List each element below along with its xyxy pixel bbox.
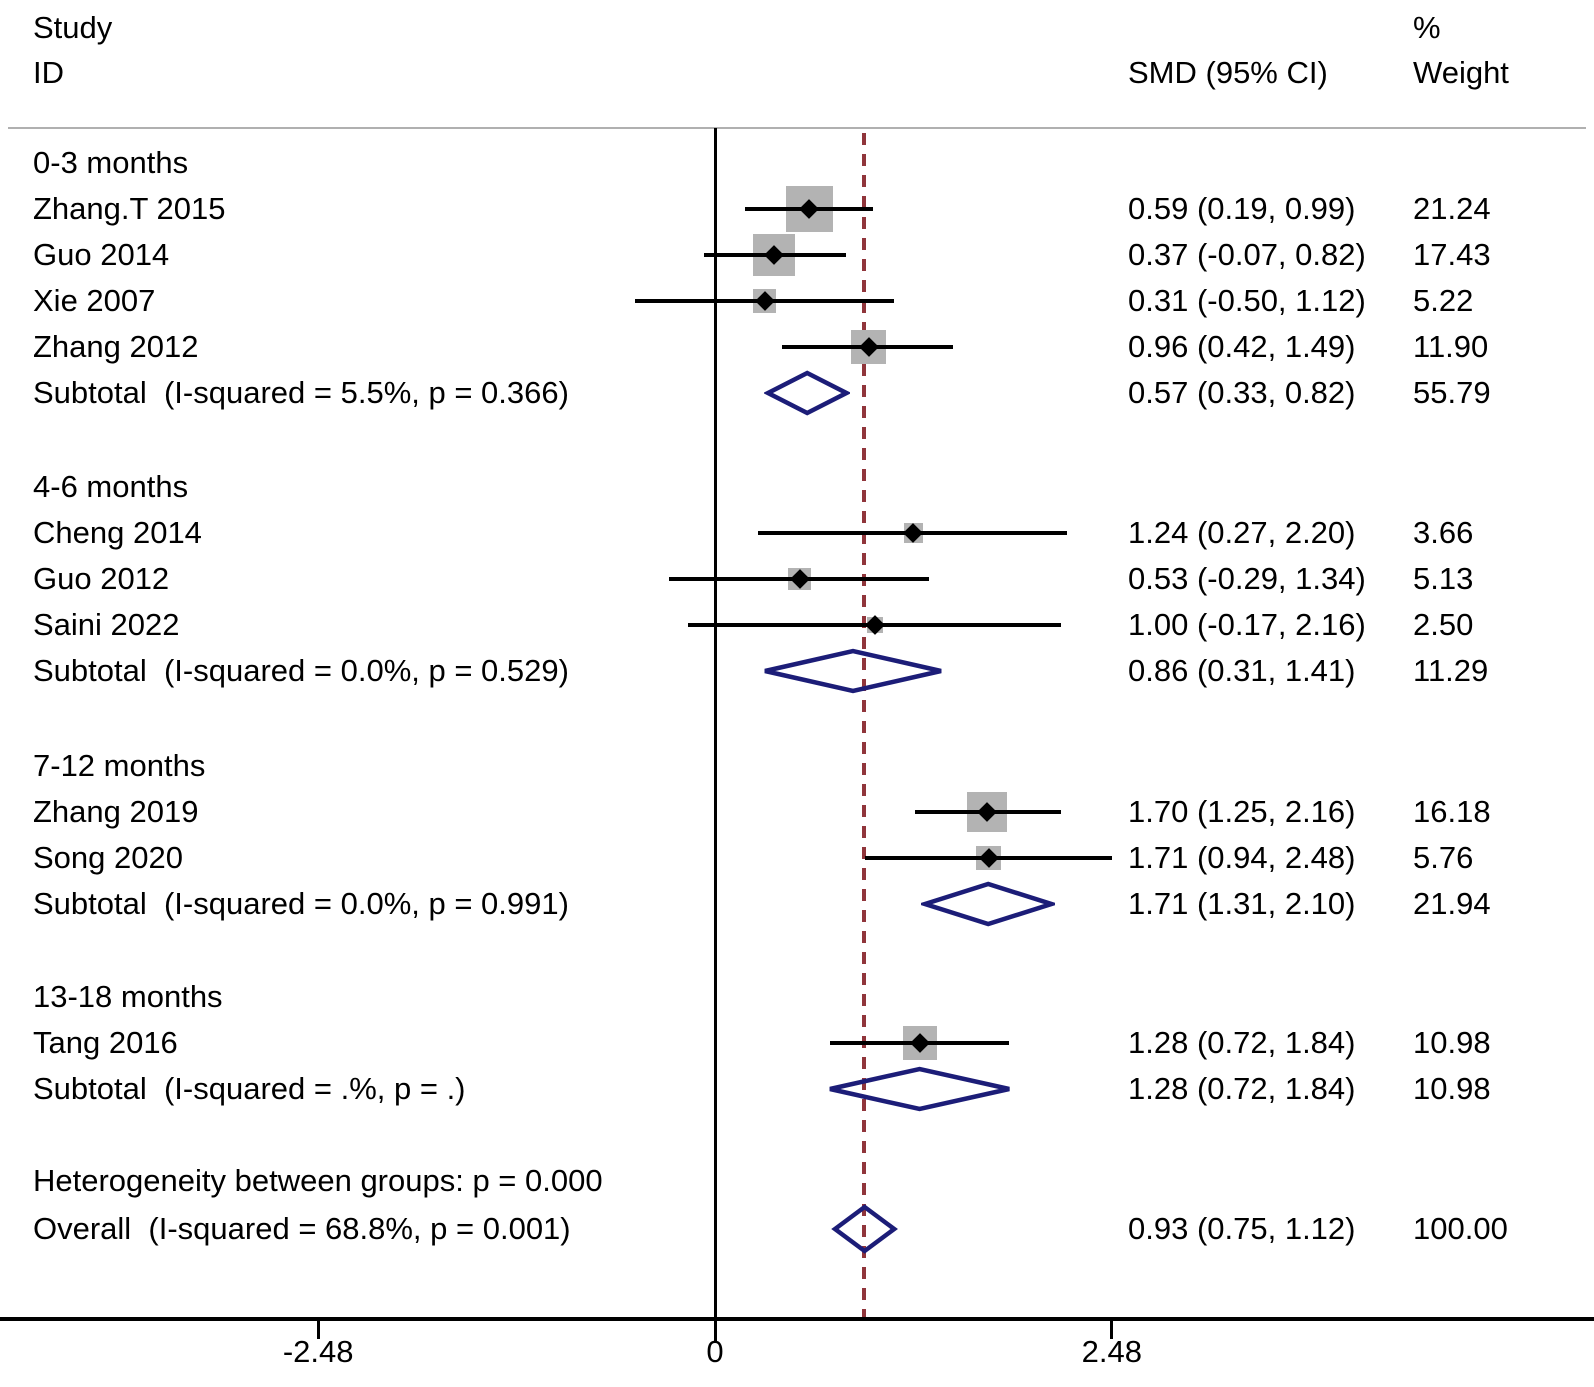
overall-effect-dashed-line [861, 133, 866, 1317]
null-line [713, 128, 717, 1342]
smd-value: 1.28 (0.72, 1.84) [1128, 1025, 1356, 1060]
smd-value: 0.59 (0.19, 0.99) [1128, 191, 1356, 226]
weight-value: 5.22 [1413, 283, 1474, 318]
subtotal-diamond [920, 881, 1055, 927]
subtotal-diamond [764, 648, 942, 694]
group-label: 4-6 months [33, 469, 189, 504]
x-axis-tick-label: -2.48 [282, 1334, 354, 1369]
subtotal-weight-value: 21.94 [1413, 886, 1491, 921]
weight-value: 17.43 [1413, 237, 1491, 272]
group-label: 7-12 months [33, 748, 206, 783]
study-label: Tang 2016 [33, 1025, 178, 1060]
study-label: Zhang 2012 [33, 329, 199, 364]
heterogeneity-note: Heterogeneity between groups: p = 0.000 [33, 1163, 603, 1198]
subtotal-label: Subtotal (I-squared = .%, p = .) [33, 1071, 466, 1106]
pooled-diamond-shape [829, 1066, 1010, 1112]
subtotal-label: Subtotal (I-squared = 0.0%, p = 0.991) [33, 886, 569, 921]
overall-smd-value: 0.93 (0.75, 1.12) [1128, 1211, 1356, 1246]
weight-value: 5.13 [1413, 561, 1474, 596]
subtotal-smd-value: 0.86 (0.31, 1.41) [1128, 653, 1356, 688]
smd-value: 1.00 (-0.17, 2.16) [1128, 607, 1366, 642]
weight-value: 3.66 [1413, 515, 1474, 550]
x-axis-tick-label: 0 [706, 1334, 724, 1369]
subtotal-smd-value: 1.71 (1.31, 2.10) [1128, 886, 1356, 921]
smd-value: 0.31 (-0.50, 1.12) [1128, 283, 1366, 318]
weight-col-header-line1: % [1413, 10, 1441, 45]
subtotal-weight-value: 11.29 [1413, 653, 1489, 688]
study-label: Saini 2022 [33, 607, 180, 642]
pooled-diamond-shape [764, 648, 942, 694]
weight-value: 2.50 [1413, 607, 1474, 642]
study-label: Zhang 2019 [33, 794, 199, 829]
x-axis-tick-label: 2.48 [1081, 1334, 1142, 1369]
subtotal-smd-value: 1.28 (0.72, 1.84) [1128, 1071, 1356, 1106]
pooled-diamond-shape [831, 1204, 898, 1254]
study-label: Song 2020 [33, 840, 183, 875]
weight-col-header-line2: Weight [1413, 55, 1509, 90]
weight-value: 5.76 [1413, 840, 1474, 875]
study-label: Cheng 2014 [33, 515, 202, 550]
weight-value: 10.98 [1413, 1025, 1491, 1060]
overall-diamond [831, 1204, 898, 1254]
x-axis-tick [1110, 1321, 1114, 1339]
subtotal-label: Subtotal (I-squared = 0.0%, p = 0.529) [33, 653, 569, 688]
x-axis-tick [713, 1321, 717, 1339]
x-axis-line [0, 1317, 1594, 1321]
subtotal-smd-value: 0.57 (0.33, 0.82) [1128, 375, 1356, 410]
subtotal-diamond [763, 370, 851, 416]
study-label: Xie 2007 [33, 283, 156, 318]
study-label: Guo 2012 [33, 561, 170, 596]
x-axis-tick [316, 1321, 320, 1339]
smd-value: 0.53 (-0.29, 1.34) [1128, 561, 1366, 596]
study-label: Guo 2014 [33, 237, 170, 272]
subtotal-diamond [829, 1066, 1010, 1112]
smd-value: 0.96 (0.42, 1.49) [1128, 329, 1356, 364]
study-col-header-line2: ID [33, 55, 64, 90]
study-label: Zhang.T 2015 [33, 191, 226, 226]
study-col-header-line1: Study [33, 10, 113, 45]
weight-value: 21.24 [1413, 191, 1491, 226]
smd-col-header: SMD (95% CI) [1128, 55, 1328, 90]
smd-value: 1.70 (1.25, 2.16) [1128, 794, 1356, 829]
overall-label: Overall (I-squared = 68.8%, p = 0.001) [33, 1211, 571, 1246]
weight-value: 11.90 [1413, 329, 1489, 364]
subtotal-weight-value: 55.79 [1413, 375, 1491, 410]
smd-value: 0.37 (-0.07, 0.82) [1128, 237, 1366, 272]
header-rule [8, 127, 1586, 129]
smd-value: 1.71 (0.94, 2.48) [1128, 840, 1356, 875]
group-label: 13-18 months [33, 979, 223, 1014]
weight-value: 16.18 [1413, 794, 1491, 829]
subtotal-label: Subtotal (I-squared = 5.5%, p = 0.366) [33, 375, 569, 410]
pooled-diamond-shape [920, 881, 1055, 927]
group-label: 0-3 months [33, 145, 189, 180]
overall-weight-value: 100.00 [1413, 1211, 1508, 1246]
subtotal-weight-value: 10.98 [1413, 1071, 1491, 1106]
smd-value: 1.24 (0.27, 2.20) [1128, 515, 1356, 550]
pooled-diamond-shape [763, 370, 851, 416]
